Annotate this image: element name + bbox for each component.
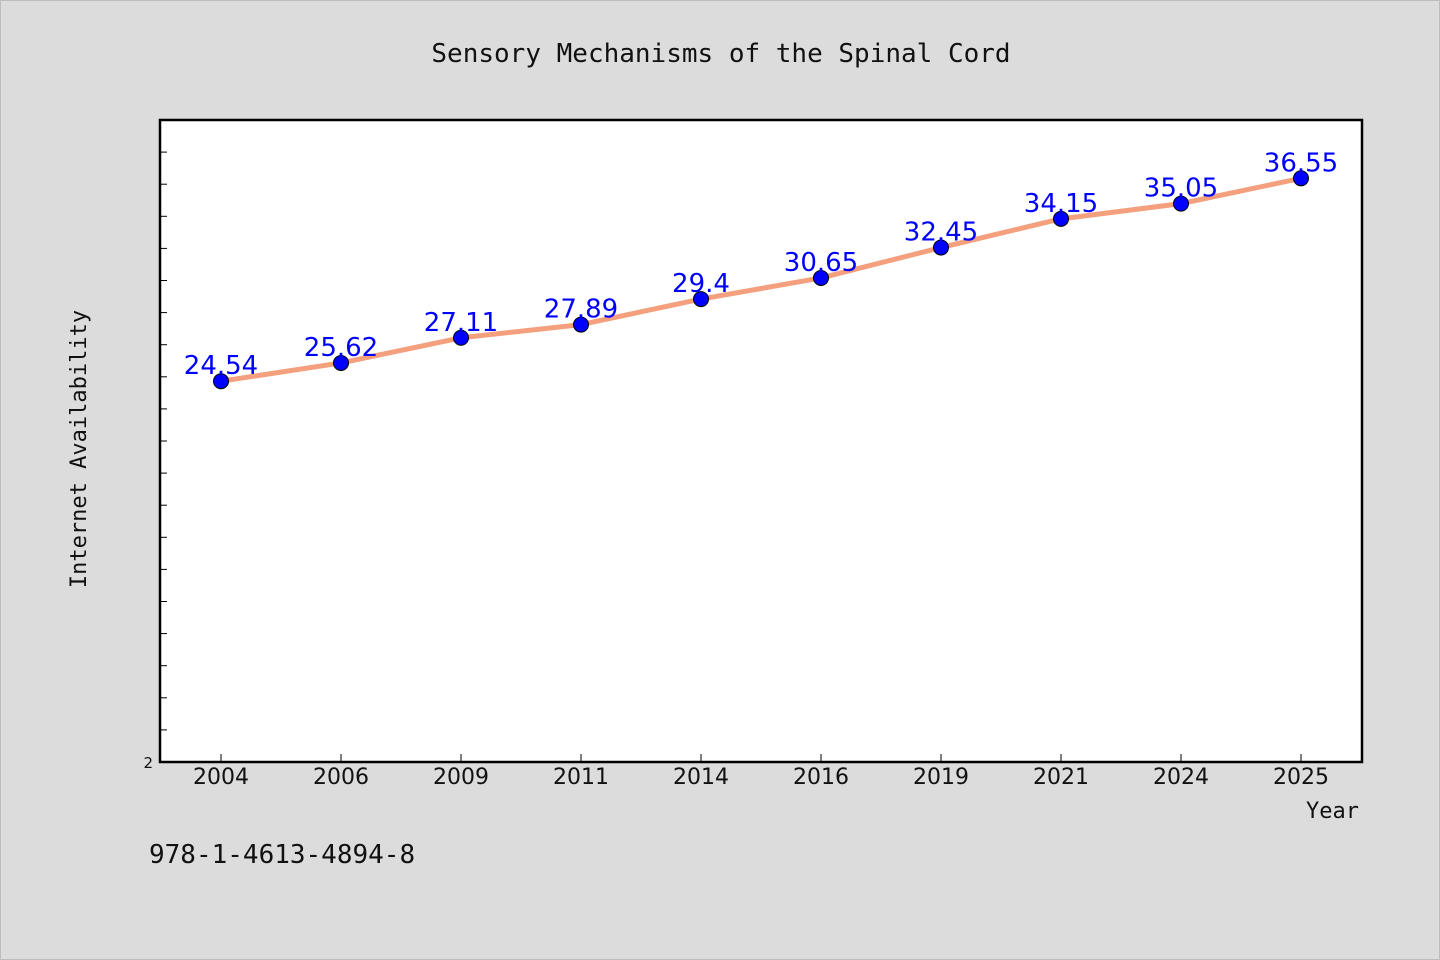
x-tick-label: 2009 [433, 765, 489, 790]
chart-title: Sensory Mechanisms of the Spinal Cord [431, 39, 1010, 69]
data-point-marker [1053, 210, 1069, 227]
x-axis-ticks [220, 754, 1302, 762]
data-label: 25.62 [304, 333, 378, 363]
data-label: 34.15 [1024, 189, 1098, 219]
data-label: 27.89 [544, 295, 618, 325]
data-label: 27.11 [424, 308, 498, 338]
x-axis-label: Year [1306, 799, 1359, 824]
data-labels: 24.54 25.62 27.11 27.89 29.4 30.65 32.45 34.15 3… [184, 148, 1338, 381]
plot-area [158, 118, 1364, 764]
data-point-marker [813, 269, 829, 286]
data-point-marker [1293, 170, 1309, 187]
data-point-marker [933, 239, 949, 256]
data-point-marker [573, 316, 589, 333]
data-markers [213, 170, 1309, 390]
x-tick-label: 2019 [913, 765, 969, 790]
y-axis-ticks [160, 119, 167, 763]
series-line [218, 175, 1304, 384]
data-label: 30.65 [784, 248, 858, 278]
data-point-marker [1173, 195, 1189, 212]
data-label: 24.54 [184, 351, 258, 381]
x-tick-label: 2016 [793, 765, 849, 790]
x-tick-label: 2006 [313, 765, 369, 790]
x-tick-label: 2025 [1273, 765, 1329, 790]
data-label: 32.45 [904, 218, 978, 248]
x-tick-label: 2004 [193, 765, 249, 790]
data-label: 35.05 [1144, 174, 1218, 204]
x-tick-labels: 2004 2006 2009 2011 2014 2016 2019 2021 2024 2025 [193, 765, 1329, 790]
y-tick-label: 2 [143, 754, 153, 772]
data-point-marker [333, 354, 349, 371]
y-axis-label: Internet Availability [67, 310, 92, 588]
x-tick-label: 2011 [553, 765, 609, 790]
x-tick-label: 2024 [1153, 765, 1209, 790]
data-point-marker [693, 291, 709, 308]
data-label: 29.4 [672, 269, 730, 299]
data-label: 36.55 [1264, 148, 1338, 178]
x-tick-label: 2014 [673, 765, 729, 790]
data-point-marker [453, 329, 469, 346]
isbn-text: 978-1-4613-4894-8 [149, 840, 415, 870]
data-point-marker [213, 373, 229, 390]
x-tick-label: 2021 [1033, 765, 1089, 790]
